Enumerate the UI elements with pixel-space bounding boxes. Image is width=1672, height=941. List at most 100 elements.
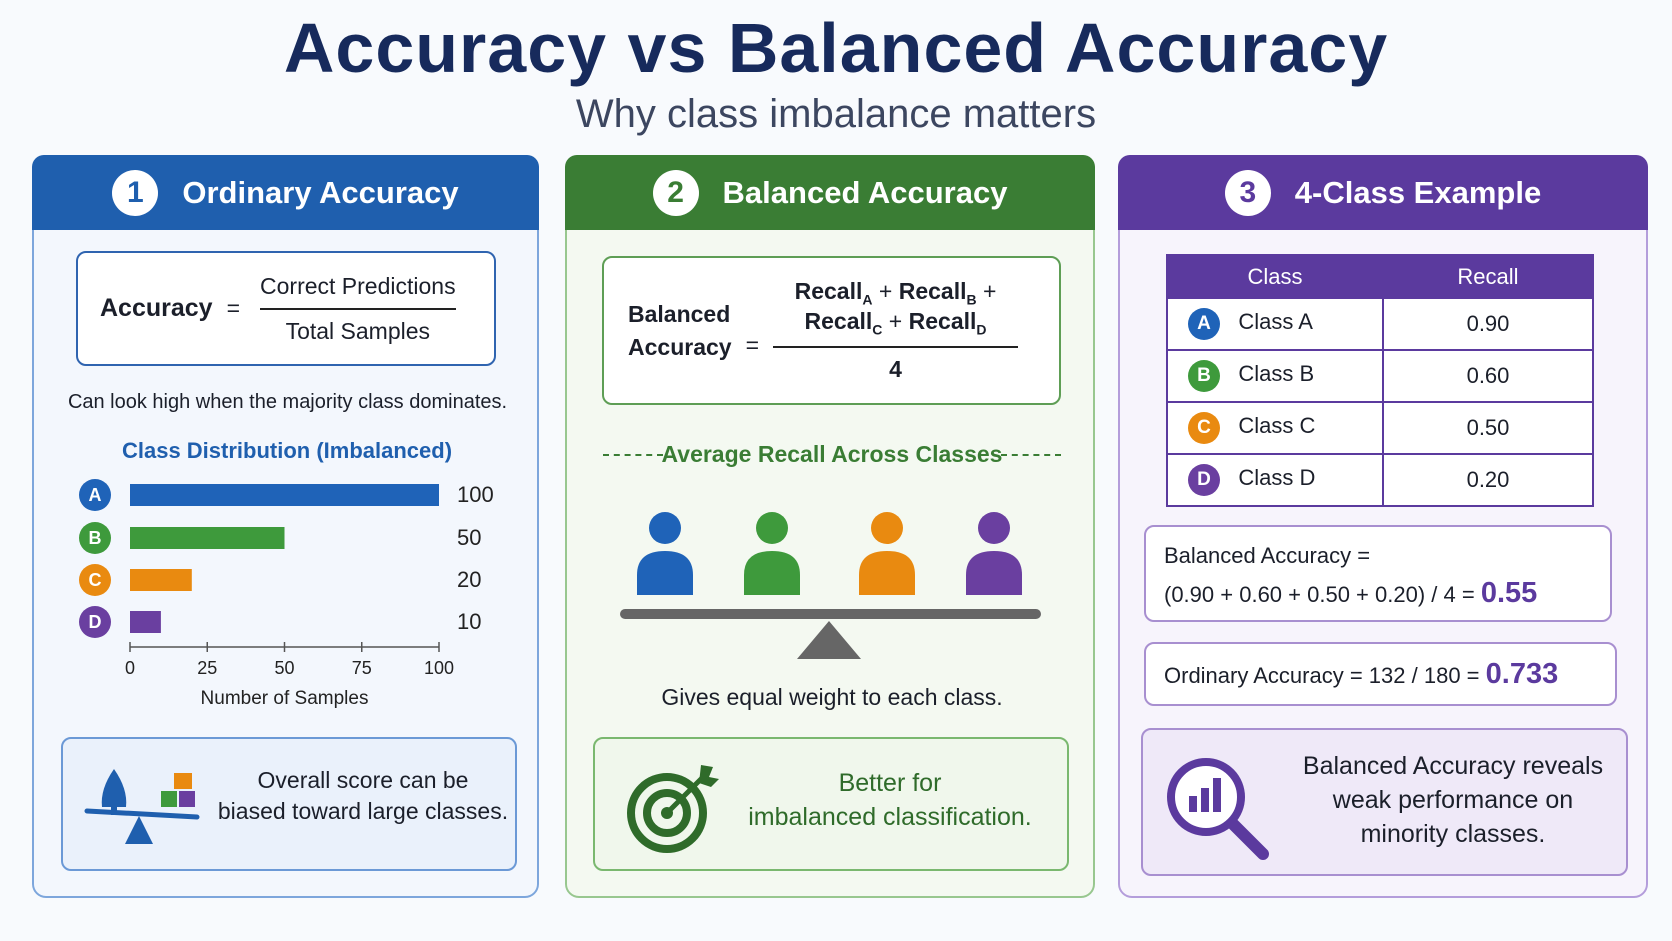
value-label: 100 [457, 482, 494, 507]
calc-result: 0.55 [1480, 577, 1538, 609]
scale-icon [84, 769, 200, 844]
numerator-line: RecallA + RecallB + [795, 278, 997, 308]
caption: Can look high when the majority class do… [67, 391, 508, 413]
table-header: Class Recall [1166, 254, 1594, 299]
category-badge [79, 606, 111, 638]
calc-label: Balanced Accuracy = [1164, 543, 1371, 568]
term: RecallB [898, 278, 977, 308]
panel-header: 2 Balanced Accuracy [565, 155, 1095, 230]
equals: = [745, 332, 760, 358]
numerator: Correct Predictions [260, 272, 456, 299]
bar [130, 569, 192, 591]
panel-title: 4-Class Example [1294, 174, 1542, 210]
note-box: Better for imbalanced classification. [593, 737, 1069, 871]
note-box: Overall score can be biased toward large … [61, 737, 517, 871]
note: Better for imbalanced classification. [725, 767, 1055, 835]
y-tick-label: B [89, 528, 102, 548]
note-box: Balanced Accuracy reveals weak performanc… [1141, 728, 1628, 876]
badge: D [1188, 464, 1220, 496]
term-sub: B [966, 292, 977, 308]
category-badge [79, 564, 111, 596]
ordinary-calc: Ordinary Accuracy = 132 / 180 = 0.733 [1144, 642, 1617, 706]
title: Accuracy vs Balanced Accuracy [283, 9, 1389, 87]
note: Overall score can be biased toward large … [213, 765, 513, 827]
row: D Class D 0.20 [1166, 453, 1594, 507]
recall-cell: 0.50 [1382, 401, 1594, 455]
chart-title: Class Distribution (Imbalanced) [122, 438, 452, 463]
class-cell: D Class D [1166, 453, 1384, 507]
term: RecallA [794, 278, 873, 308]
formula-box: Balanced Accuracy = RecallA + RecallB + R… [602, 256, 1061, 405]
target-icon [627, 765, 719, 853]
th: Recall [1382, 254, 1594, 299]
calc-expression: Ordinary Accuracy = 132 / 180 = [1164, 663, 1480, 688]
y-tick-label: D [89, 612, 102, 632]
row: A Class A 0.90 [1166, 297, 1594, 351]
class-name: Class A [1238, 309, 1313, 334]
panel-header: 1 Ordinary Accuracy [32, 155, 539, 230]
formula-box: Accuracy = Correct Predictions Total Samp… [76, 251, 496, 366]
badge: C [1188, 412, 1220, 444]
panel-example: 3 4-Class Example Class Recall A Class A 0.… [1118, 155, 1648, 898]
class-name: Class D [1238, 465, 1316, 490]
subtitle: Why class imbalance matters [575, 92, 1097, 136]
note-line: imbalanced classification. [748, 802, 1032, 831]
divider-label: Average Recall Across Classes [661, 441, 1003, 467]
step-number: 3 [1224, 169, 1271, 216]
note: Balanced Accuracy reveals weak performanc… [1283, 750, 1623, 851]
term: RecallD [908, 308, 987, 338]
recall-cell: 0.90 [1382, 297, 1594, 351]
magnifier-icon [1167, 758, 1269, 860]
formula-lhs: Balanced Accuracy [628, 298, 732, 362]
bar [130, 484, 439, 506]
calc-result: 0.733 [1485, 658, 1559, 690]
x-tick-label: 50 [274, 658, 294, 678]
term: RecallC [805, 308, 883, 338]
term-name: Recall [898, 278, 967, 305]
calc-expression: (0.90 + 0.60 + 0.50 + 0.20) / 4 = [1164, 582, 1475, 607]
class-cell: C Class C [1166, 401, 1384, 455]
recall-cell: 0.20 [1382, 453, 1594, 507]
lhs-line: Accuracy [628, 333, 732, 360]
row: B Class B 0.60 [1166, 349, 1594, 403]
panel-balanced: 2 Balanced Accuracy Balanced Accuracy = Re… [565, 155, 1095, 898]
class-name: Class B [1238, 361, 1315, 386]
class-cell: A Class A [1166, 297, 1384, 351]
lhs-line: Balanced [628, 301, 731, 328]
panel-header: 3 4-Class Example [1118, 155, 1648, 230]
step-number: 2 [652, 169, 699, 216]
panel-title: Balanced Accuracy [722, 174, 1008, 210]
badge: A [1188, 308, 1220, 340]
note-line: Overall score can be [257, 767, 469, 793]
x-tick-label: 100 [424, 658, 454, 678]
fraction-bar [260, 307, 456, 310]
formula-lhs: Accuracy [100, 294, 213, 322]
step-number: 1 [112, 169, 159, 216]
term-sub: C [872, 321, 883, 338]
note-line: Better for [838, 769, 942, 797]
note-line: weak performance on [1332, 785, 1574, 814]
term-name: Recall [908, 308, 977, 334]
caption: Gives equal weight to each class. [661, 684, 1003, 710]
value-label: 20 [457, 567, 481, 592]
category-badge [79, 479, 111, 511]
fraction-bar [773, 345, 1019, 348]
term-name: Recall [794, 278, 863, 305]
divider-dash [1001, 454, 1061, 456]
term-sub: D [976, 321, 987, 338]
recall-table: Class Recall A Class A 0.90 B Class B 0.60 … [1166, 254, 1594, 507]
badge: B [1188, 360, 1220, 392]
class-cell: B Class B [1166, 349, 1384, 403]
recall-cell: 0.60 [1382, 349, 1594, 403]
bar-chart: Class Distribution (Imbalanced) 0 25 50 75 10… [79, 438, 494, 709]
th: Class [1166, 254, 1384, 299]
equals: = [226, 295, 241, 321]
class-name: Class C [1238, 413, 1316, 438]
value-label: 50 [457, 525, 481, 550]
people-balance-icon [620, 512, 1041, 659]
denominator: 4 [889, 355, 902, 382]
term-sub: A [862, 292, 873, 308]
denominator: Total Samples [285, 317, 431, 344]
